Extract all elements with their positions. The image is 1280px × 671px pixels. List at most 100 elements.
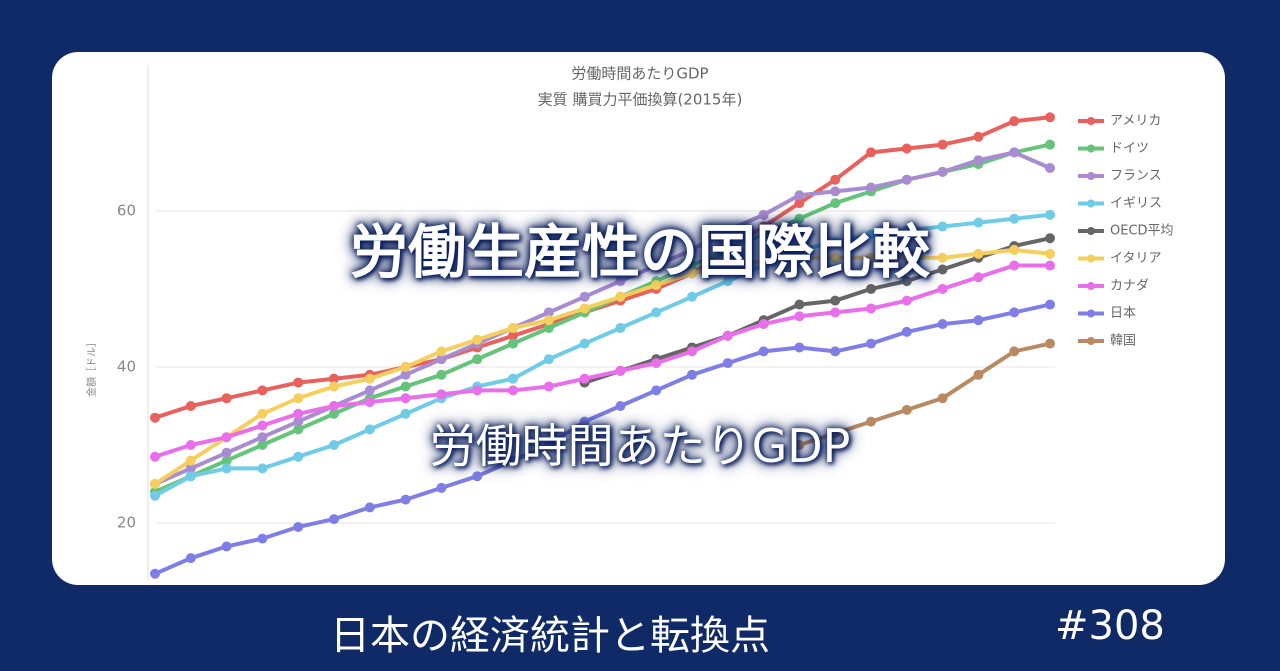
data-point <box>937 166 948 177</box>
data-point <box>866 303 876 314</box>
data-point <box>293 393 304 404</box>
data-point <box>364 385 375 396</box>
chart-subtitle: 実質 購買力平価換算(2015年) <box>538 91 743 109</box>
data-point <box>436 354 447 365</box>
data-point <box>651 358 662 369</box>
data-point <box>400 369 411 380</box>
data-point <box>830 237 841 248</box>
data-point <box>651 307 662 318</box>
data-point <box>543 307 554 318</box>
data-point <box>687 346 697 357</box>
data-point <box>973 248 984 259</box>
data-point <box>830 346 841 357</box>
data-point <box>722 330 733 341</box>
data-point <box>543 322 554 333</box>
data-point <box>1009 147 1020 158</box>
data-point <box>1045 260 1055 271</box>
data-point <box>758 319 769 330</box>
data-point <box>579 303 590 314</box>
legend-label: 韓国 <box>1110 334 1136 349</box>
legend-dot <box>1087 117 1095 125</box>
data-point <box>830 174 841 185</box>
data-point <box>293 377 304 388</box>
data-point <box>579 291 590 302</box>
data-point <box>687 291 697 302</box>
data-point <box>794 311 805 322</box>
data-point <box>794 213 805 224</box>
data-point <box>400 381 411 392</box>
data-point <box>794 198 805 209</box>
data-point <box>758 229 769 240</box>
data-point <box>329 408 339 419</box>
data-point <box>1009 244 1020 255</box>
data-point <box>400 393 411 404</box>
data-point <box>1009 260 1020 271</box>
data-point <box>1009 116 1020 127</box>
data-point <box>1045 163 1055 173</box>
legend-label: カナダ <box>1110 279 1149 294</box>
data-point <box>221 541 232 552</box>
data-point <box>329 373 339 384</box>
data-point <box>150 479 160 490</box>
data-point <box>866 252 876 263</box>
data-point <box>830 295 841 306</box>
data-point <box>150 451 160 462</box>
data-point <box>687 244 697 255</box>
data-point <box>830 307 841 318</box>
data-point <box>543 354 554 365</box>
data-point <box>185 455 196 466</box>
data-point <box>687 369 697 380</box>
data-point <box>1009 346 1020 357</box>
headline: 労働生産性の国際比較 <box>349 218 930 286</box>
data-point <box>794 244 805 255</box>
data-point <box>937 221 948 232</box>
data-point <box>579 373 590 384</box>
data-point <box>1045 209 1055 220</box>
data-point <box>687 260 697 271</box>
data-point <box>364 502 375 513</box>
data-point <box>830 252 841 263</box>
data-point <box>329 400 339 411</box>
data-point <box>508 322 518 333</box>
data-point <box>866 229 876 240</box>
y-tick-label: 60 <box>117 201 136 219</box>
data-point <box>150 568 160 579</box>
data-point <box>257 420 268 431</box>
data-point <box>687 268 697 279</box>
data-point <box>150 490 160 501</box>
subheading: 労働時間あたりGDP <box>429 419 851 473</box>
data-point <box>866 338 876 349</box>
legend-dot <box>1087 309 1095 318</box>
data-point <box>615 291 626 302</box>
data-point <box>1009 307 1020 318</box>
data-point <box>257 385 268 396</box>
data-point <box>1045 233 1055 244</box>
data-point <box>400 408 411 419</box>
data-point <box>937 252 948 263</box>
data-point <box>794 440 805 451</box>
data-point <box>973 217 984 228</box>
series-line <box>153 247 1051 486</box>
series-line <box>154 150 1051 486</box>
data-point <box>508 330 518 341</box>
data-point <box>615 400 626 411</box>
data-point <box>651 260 662 271</box>
legend-label: ドイツ <box>1110 141 1149 156</box>
data-point <box>1045 139 1055 150</box>
legend-dot <box>1087 254 1095 263</box>
chart-title: 労働時間あたりGDP <box>571 65 708 83</box>
data-point <box>901 276 912 287</box>
data-point <box>758 209 769 220</box>
y-axis-label: 金額［ドル］ <box>85 337 98 397</box>
data-point <box>1009 213 1020 224</box>
data-point <box>794 190 805 201</box>
data-point <box>221 455 232 466</box>
data-point <box>615 322 626 333</box>
data-point <box>221 393 232 404</box>
data-point <box>257 408 268 419</box>
data-point <box>973 315 984 326</box>
data-point <box>901 174 912 185</box>
data-point <box>1045 338 1055 349</box>
data-point <box>973 272 984 283</box>
data-point <box>901 143 912 154</box>
